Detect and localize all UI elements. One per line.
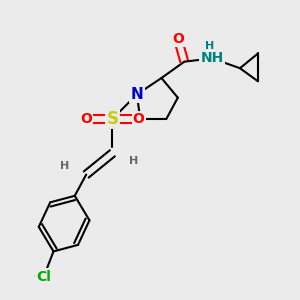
Text: O: O <box>172 32 184 46</box>
Text: H: H <box>60 161 70 171</box>
Text: N: N <box>130 87 143 102</box>
Text: H: H <box>129 157 138 166</box>
Text: NH: NH <box>200 51 224 65</box>
Text: H: H <box>205 41 214 51</box>
Text: Cl: Cl <box>33 269 48 283</box>
Text: O: O <box>80 112 92 126</box>
Text: S: S <box>106 110 119 128</box>
Text: Cl: Cl <box>36 270 51 284</box>
Text: O: O <box>133 112 145 126</box>
